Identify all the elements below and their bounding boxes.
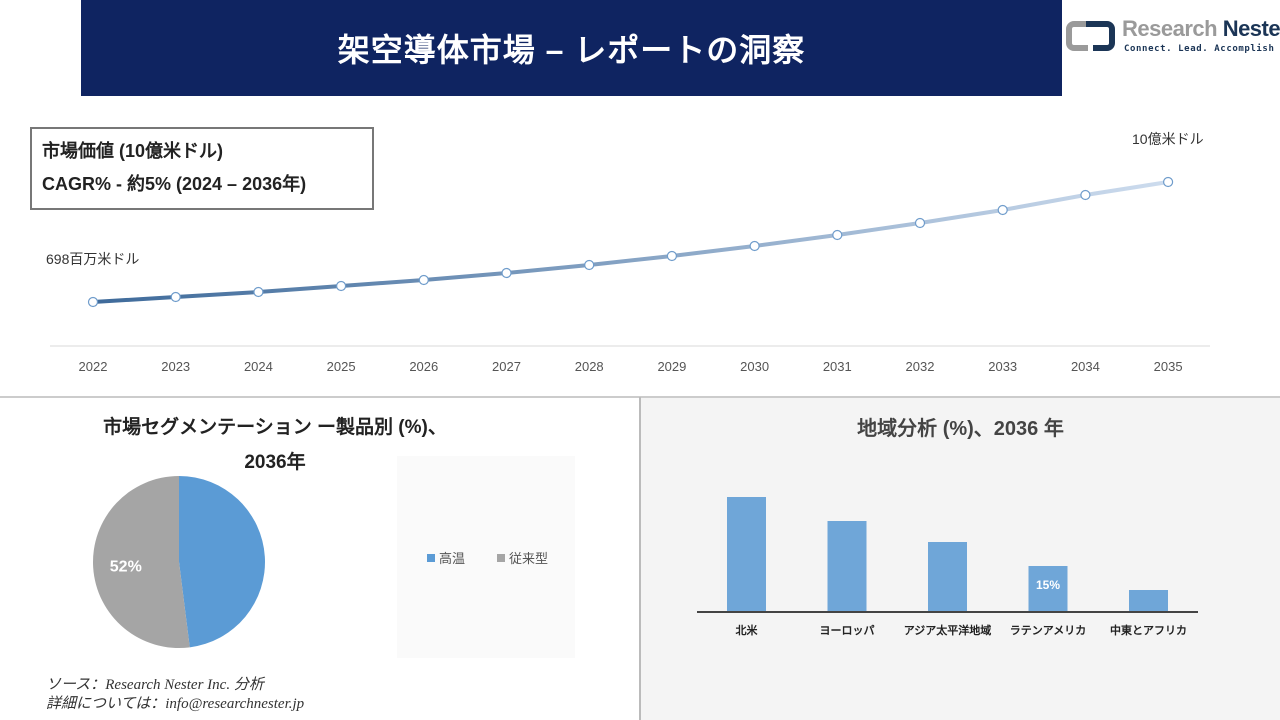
x-category-label: ラテンアメリカ <box>1010 624 1086 637</box>
legend-swatch <box>427 553 435 562</box>
segment-title-line1: 市場セグメンテーション ー製品別 (%)、 <box>103 417 447 438</box>
start-value-label: 698百万米ドル <box>46 251 139 267</box>
data-point <box>501 267 512 279</box>
legend-swatch <box>497 553 505 562</box>
data-point <box>749 240 760 252</box>
segment-title-line2: 2036年 <box>244 452 306 473</box>
bar <box>1129 590 1168 611</box>
source-line1: ソース：Research Nester Inc. 分析 <box>46 677 264 693</box>
x-category-label: ヨーロッパ <box>820 624 875 637</box>
region-chart-title: 地域分析 (%)、2036 年 <box>857 418 1064 440</box>
x-tick-label: 2023 <box>161 359 190 374</box>
legend-label: 従来型 <box>509 551 549 566</box>
x-category-label: アジア太平洋地域 <box>904 623 992 637</box>
x-tick-label: 2025 <box>327 359 356 374</box>
data-point <box>997 204 1008 216</box>
data-point <box>666 250 678 262</box>
data-point <box>170 291 181 303</box>
data-point <box>1080 189 1091 201</box>
segment-pie-chart: 52% <box>93 476 266 648</box>
x-tick-label: 2034 <box>1071 359 1100 374</box>
panel-divider <box>639 397 641 720</box>
pie-slice <box>93 476 190 648</box>
logo-name-bold: Nester <box>1222 16 1280 41</box>
legend-item-high-temp: 高温 <box>427 548 465 567</box>
data-point <box>336 280 347 292</box>
pie-slice <box>179 476 266 648</box>
market-info-box: 市場価値 (10億米ドル) CAGR% - 約5% (2024 – 2036年) <box>30 127 374 210</box>
data-point <box>914 217 926 229</box>
series-line <box>92 180 1169 304</box>
logo-name: Research Nester <box>1122 16 1280 42</box>
x-tick-label: 2035 <box>1154 359 1183 374</box>
page-title: 架空導体市場 – レポートの洞察 <box>81 0 1062 96</box>
x-tick-label: 2022 <box>79 359 108 374</box>
x-tick-label: 2032 <box>906 359 935 374</box>
x-tick-label: 2031 <box>823 359 852 374</box>
region-bar-chart: 北米 ヨーロッパ アジア太平洋地域 15% ラテンアメリカ 中東とアフリカ <box>697 497 1198 637</box>
bar <box>1028 566 1068 611</box>
cagr-label: CAGR% - 約5% (2024 – 2036年) <box>42 174 307 194</box>
source-note: ソース：Research Nester Inc. 分析 詳細については：info… <box>46 676 304 714</box>
data-point <box>87 296 99 308</box>
end-value-label: 10億米ドル <box>1132 131 1204 147</box>
logo-tagline: Connect. Lead. Accomplish <box>1124 44 1275 54</box>
data-point <box>1162 176 1174 188</box>
logo-mark-icon <box>1066 21 1115 51</box>
data-point <box>584 259 595 271</box>
x-tick-label: 2026 <box>409 359 438 374</box>
bar <box>928 542 967 611</box>
data-point <box>832 229 843 241</box>
segment-chart-title: 市場セグメンテーション ー製品別 (%)、 2036年 <box>60 410 490 480</box>
bar-label: 15% <box>1036 578 1060 592</box>
legend-label: 高温 <box>439 551 466 566</box>
data-point <box>418 274 429 286</box>
research-nester-logo: Research Nester Connect. Lead. Accomplis… <box>1064 16 1280 60</box>
bar <box>727 497 766 611</box>
x-tick-label: 2028 <box>575 359 604 374</box>
data-point <box>253 286 264 298</box>
x-category-label: 中東とアフリカ <box>1110 623 1187 637</box>
pie-label: 52% <box>110 558 142 575</box>
bar <box>827 521 867 611</box>
source-line2: 詳細については：info@researchnester.jp <box>46 696 305 712</box>
x-tick-label: 2029 <box>657 359 686 374</box>
market-value-label: 市場価値 (10億米ドル) <box>42 141 224 161</box>
pie-legend <box>397 456 575 658</box>
x-tick-label: 2033 <box>988 359 1017 374</box>
logo-name-light: Research <box>1122 16 1223 41</box>
x-category-label: 北米 <box>736 623 759 637</box>
x-tick-label: 2027 <box>492 359 521 374</box>
x-tick-label: 2024 <box>244 359 273 374</box>
legend-item-conventional: 従来型 <box>497 548 548 567</box>
x-tick-label: 2030 <box>740 359 769 374</box>
market-value-line-chart: 2022 2023 2024 2025 2026 2027 2028 2029 2030 2031… <box>46 131 1210 374</box>
